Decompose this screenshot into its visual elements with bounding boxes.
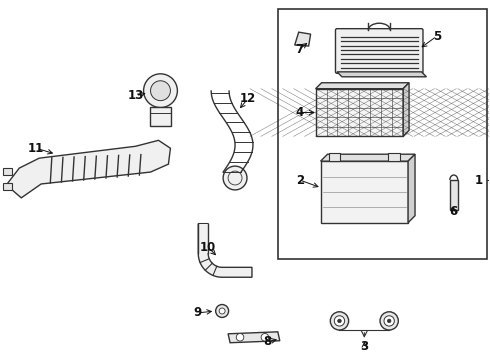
- Polygon shape: [294, 32, 311, 46]
- Text: 1: 1: [475, 174, 483, 186]
- Text: 7: 7: [295, 42, 304, 55]
- Circle shape: [219, 308, 225, 314]
- Bar: [450, 180, 458, 210]
- Bar: [388, 153, 400, 161]
- Bar: [3, 168, 12, 175]
- Polygon shape: [320, 154, 415, 161]
- Bar: [3, 183, 12, 190]
- Circle shape: [150, 81, 171, 100]
- Text: 3: 3: [360, 340, 368, 353]
- Circle shape: [236, 333, 244, 341]
- Bar: [278, 9, 487, 260]
- Text: 10: 10: [200, 241, 216, 254]
- Text: 4: 4: [295, 106, 304, 119]
- Text: 8: 8: [264, 335, 272, 348]
- Bar: [149, 107, 171, 126]
- Polygon shape: [228, 332, 280, 343]
- Text: 6: 6: [450, 205, 458, 218]
- Polygon shape: [337, 72, 426, 77]
- Bar: [316, 89, 403, 136]
- Circle shape: [334, 316, 344, 326]
- Polygon shape: [408, 154, 415, 223]
- Circle shape: [261, 333, 269, 341]
- Circle shape: [388, 319, 391, 323]
- Circle shape: [330, 312, 348, 330]
- Text: 12: 12: [240, 92, 256, 105]
- Circle shape: [380, 312, 398, 330]
- Text: 9: 9: [193, 306, 201, 319]
- Text: 13: 13: [127, 89, 144, 102]
- Polygon shape: [198, 224, 252, 277]
- Bar: [328, 153, 341, 161]
- FancyBboxPatch shape: [336, 29, 423, 73]
- Text: 5: 5: [433, 30, 441, 42]
- Polygon shape: [316, 83, 409, 89]
- Text: 11: 11: [28, 142, 44, 155]
- Polygon shape: [403, 83, 409, 136]
- Circle shape: [338, 319, 341, 323]
- Bar: [320, 161, 408, 223]
- Circle shape: [223, 166, 247, 190]
- Text: 2: 2: [295, 174, 304, 186]
- Bar: [198, 224, 208, 253]
- Polygon shape: [6, 140, 171, 198]
- Circle shape: [144, 74, 177, 108]
- Circle shape: [384, 316, 394, 326]
- Circle shape: [216, 305, 229, 318]
